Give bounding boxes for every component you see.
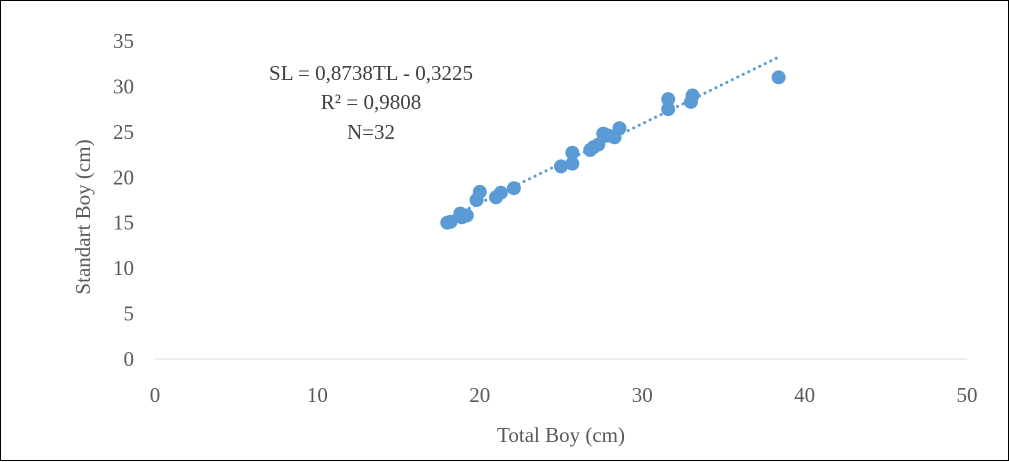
data-point — [591, 137, 606, 152]
y-tick-label: 10 — [113, 256, 134, 280]
r-squared-label: R² = 0,9808 — [321, 90, 421, 114]
data-point — [661, 92, 676, 107]
y-tick-label: 0 — [124, 347, 135, 371]
x-tick-label: 30 — [632, 383, 653, 407]
y-axis-title: Standart Boy (cm) — [71, 139, 95, 294]
y-tick-label: 35 — [113, 29, 134, 53]
y-tick-label: 5 — [124, 302, 135, 326]
annotation-box: SL = 0,8738TL - 0,3225 R² = 0,9808 N=32 — [269, 61, 473, 144]
data-point — [472, 184, 487, 199]
data-point — [685, 88, 700, 103]
data-point — [506, 181, 521, 196]
x-tick-label: 0 — [150, 383, 161, 407]
equation-label: SL = 0,8738TL - 0,3225 — [269, 61, 473, 85]
data-points — [440, 70, 786, 230]
y-tick-label: 15 — [113, 211, 134, 235]
y-tick-label: 25 — [113, 120, 134, 144]
data-point — [771, 70, 786, 85]
sample-size-label: N=32 — [347, 120, 395, 144]
x-tick-label: 10 — [307, 383, 328, 407]
y-tick-labels: 0 5 10 15 20 25 30 35 — [113, 29, 134, 371]
data-point — [661, 102, 676, 117]
x-tick-label: 40 — [794, 383, 815, 407]
data-point — [554, 159, 568, 174]
data-point — [443, 214, 458, 229]
x-tick-label: 20 — [469, 383, 490, 407]
x-tick-labels: 0 10 20 30 40 50 — [150, 383, 978, 407]
y-tick-label: 20 — [113, 165, 134, 189]
data-point — [612, 121, 627, 136]
data-point — [565, 145, 580, 160]
data-point — [459, 208, 474, 223]
data-point — [493, 185, 508, 200]
data-point — [565, 156, 580, 171]
y-tick-label: 30 — [113, 74, 134, 98]
x-tick-label: 50 — [957, 383, 978, 407]
x-axis-title: Total Boy (cm) — [497, 423, 625, 447]
